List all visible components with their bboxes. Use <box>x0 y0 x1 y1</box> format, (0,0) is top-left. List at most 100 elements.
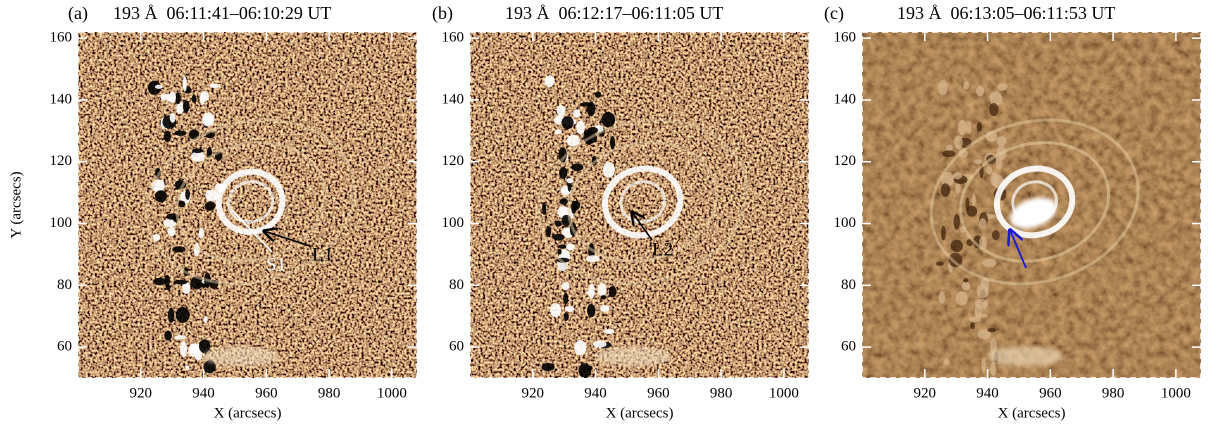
limb-patch <box>182 76 187 92</box>
limb-patch <box>935 261 944 266</box>
panel: (b) 193 Å 06:12:17–06:11:05 UT 920 940 960 98… <box>432 3 810 421</box>
image-noise <box>78 32 417 378</box>
x-tick-label: 960 <box>647 385 670 401</box>
limb-patch <box>573 109 581 118</box>
limb-patch <box>164 330 172 341</box>
limb-patch <box>204 272 211 288</box>
limb-patch <box>597 283 607 297</box>
limb-patch <box>542 202 547 215</box>
limb-patch <box>209 279 219 290</box>
annotation-arrow <box>1010 230 1027 269</box>
limb-patch <box>561 116 574 130</box>
limb-patch <box>172 246 186 253</box>
limb-patch <box>147 80 162 95</box>
x-tick-label: 960 <box>255 385 278 401</box>
limb-patch <box>579 102 592 107</box>
euv-image <box>470 32 809 378</box>
limb-patch <box>188 343 199 357</box>
x-tick-label: 920 <box>130 385 153 401</box>
loop <box>567 141 719 263</box>
x-tick-label: 1000 <box>1161 385 1191 401</box>
image-noise <box>470 32 809 378</box>
limb-patch <box>976 283 989 299</box>
limb-patch <box>205 131 215 139</box>
limb-patch <box>603 328 615 335</box>
frame <box>469 31 810 379</box>
limb-patch <box>556 257 570 263</box>
y-tick-label: 120 <box>50 153 73 169</box>
frame <box>77 31 418 379</box>
limb-patch <box>563 292 569 305</box>
limb-patch <box>554 220 562 227</box>
y-tick-label: 140 <box>834 91 857 107</box>
limb-patch <box>175 306 190 323</box>
limb-patch <box>166 213 178 220</box>
limb-patch <box>167 226 176 237</box>
limb-patch <box>554 129 562 135</box>
x-tick-label: 980 <box>318 385 341 401</box>
limb-patch <box>154 84 163 89</box>
limb-patch <box>203 316 208 324</box>
limb-patch <box>576 120 585 135</box>
annotation-arrow <box>264 231 311 247</box>
limb-patch <box>191 151 205 162</box>
panel-title: 193 Å 06:13:05–06:11:53 UT <box>897 3 1115 23</box>
loop <box>175 141 327 263</box>
limb-patch <box>205 189 219 202</box>
y-tick-label: 140 <box>50 91 73 107</box>
limb-patch <box>163 218 177 228</box>
limb-patch <box>558 244 567 249</box>
limb-patch <box>948 252 963 268</box>
y-tick-label: 160 <box>834 30 857 46</box>
limb-patch <box>152 233 161 242</box>
limb-patch <box>600 304 610 312</box>
limb-patch <box>601 111 616 128</box>
limb-patch <box>976 122 983 132</box>
limb-patch <box>608 286 617 298</box>
limb-patch <box>544 75 555 87</box>
limb-patch <box>979 236 987 250</box>
limb-patch <box>574 340 587 356</box>
loop <box>215 168 286 236</box>
limb-patch <box>950 239 963 253</box>
limb-patch <box>958 149 968 159</box>
limb-patch <box>561 282 570 290</box>
limb-patch <box>941 171 954 187</box>
loop <box>537 118 748 286</box>
limb-patch <box>943 358 950 366</box>
bright-feature <box>595 346 672 367</box>
limb-patch <box>963 81 970 90</box>
limb-patch <box>202 112 215 124</box>
panel: (a) 193 Å 06:11:41–06:10:29 UT 920 940 960 98… <box>8 3 418 421</box>
x-axis-label: X (arcsecs) <box>998 405 1066 421</box>
limb-patch <box>174 130 187 136</box>
x-tick-label: 920 <box>914 385 937 401</box>
y-tick-label: 80 <box>449 277 464 293</box>
annotation-arrow <box>632 212 653 241</box>
x-tick-label: 940 <box>192 385 215 401</box>
x-tick-label: 940 <box>584 385 607 401</box>
y-tick-label: 80 <box>57 277 72 293</box>
y-tick-label: 100 <box>442 215 465 231</box>
limb-patch <box>973 159 982 165</box>
limb-patch <box>178 200 186 208</box>
y-tick-label: 60 <box>841 339 856 355</box>
limb-patch <box>559 198 568 205</box>
limb-patch <box>163 130 172 143</box>
limb-patch <box>989 338 998 354</box>
limb-patch <box>552 233 565 241</box>
limb-patch <box>183 266 189 277</box>
y-tick-label: 100 <box>50 215 73 231</box>
limb-patch <box>985 166 993 175</box>
x-tick-label: 920 <box>522 385 545 401</box>
limb-patch <box>154 190 167 203</box>
limb-patch <box>190 276 204 290</box>
limb-patch <box>975 85 985 97</box>
limb-patch <box>586 290 595 295</box>
x-tick-label: 1000 <box>377 385 407 401</box>
limb-patch <box>188 129 200 140</box>
panel: (c) 193 Å 06:13:05–06:11:53 UT 920 940 960 98… <box>824 3 1202 421</box>
y-tick-label: 60 <box>449 339 464 355</box>
limb-patch <box>578 363 592 378</box>
